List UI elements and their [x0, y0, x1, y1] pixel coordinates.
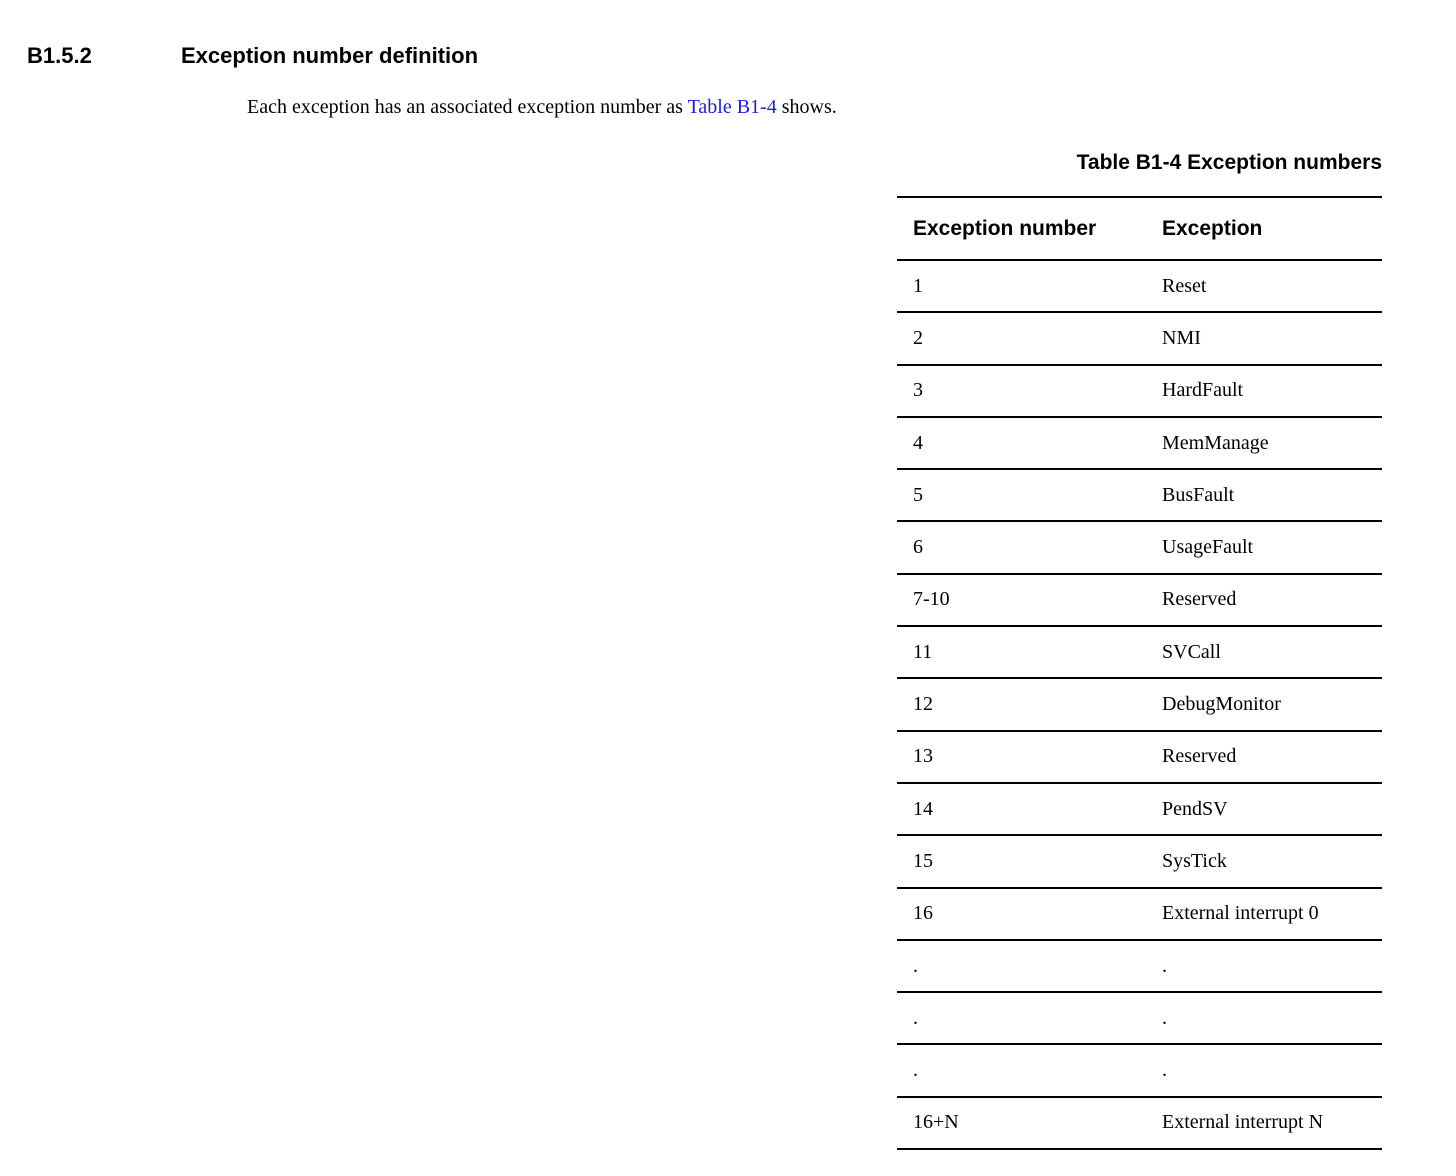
table-row: 12 DebugMonitor	[897, 679, 1382, 732]
section-heading: B1.5.2 Exception number definition	[0, 42, 1456, 70]
cell-exception: .	[1162, 954, 1167, 977]
cell-exception: BusFault	[1162, 483, 1235, 506]
intro-text-before: Each exception has an associated excepti…	[247, 96, 688, 118]
cell-exception-number: 2	[913, 326, 923, 349]
cell-exception: External interrupt N	[1162, 1111, 1324, 1134]
intro-paragraph: Each exception has an associated excepti…	[247, 94, 837, 121]
table-row: 16+N External interrupt N	[897, 1098, 1382, 1151]
cell-exception-number: 11	[913, 640, 933, 663]
cell-exception: UsageFault	[1162, 536, 1254, 559]
cell-exception-number: 5	[913, 483, 923, 506]
table-row: 6 UsageFault	[897, 522, 1382, 575]
cell-exception-number: 13	[913, 745, 933, 768]
cell-exception: Reserved	[1162, 588, 1237, 611]
table-row: 11 SVCall	[897, 627, 1382, 680]
cell-exception: Reset	[1162, 274, 1207, 297]
cell-exception: SVCall	[1162, 640, 1221, 663]
cell-exception: External interrupt 0	[1162, 902, 1319, 925]
cell-exception-number: 16	[913, 902, 933, 925]
cell-exception: .	[1162, 1059, 1167, 1082]
cell-exception-number: .	[913, 1006, 918, 1029]
table-row: 4 MemManage	[897, 418, 1382, 471]
intro-text-after: shows.	[776, 96, 837, 118]
cell-exception-number: 12	[913, 693, 933, 716]
table-row: 3 HardFault	[897, 366, 1382, 418]
cell-exception: DebugMonitor	[1162, 693, 1281, 716]
table-row: 16 External interrupt 0	[897, 889, 1382, 941]
cell-exception: NMI	[1162, 326, 1201, 349]
cell-exception-number: 15	[913, 849, 933, 872]
cell-exception-number: .	[913, 1059, 918, 1082]
section-number: B1.5.2	[27, 43, 92, 68]
table-row: . .	[897, 993, 1382, 1046]
cell-exception: PendSV	[1162, 797, 1228, 820]
cell-exception: SysTick	[1162, 849, 1227, 872]
section-title: Exception number definition	[181, 43, 479, 68]
exception-numbers-table-block: Table B1-4 Exception numbers Exception n…	[897, 150, 1382, 1151]
cell-exception-number: 3	[913, 379, 923, 402]
column-header-exception: Exception	[1162, 216, 1263, 240]
table-caption: Table B1-4 Exception numbers	[1076, 151, 1382, 174]
cell-exception-number: 4	[913, 431, 923, 454]
cell-exception-number: 7-10	[913, 588, 950, 611]
table-row: 1 Reset	[897, 261, 1382, 314]
table-row: . .	[897, 941, 1382, 994]
cell-exception-number: .	[913, 954, 918, 977]
table-row: 5 BusFault	[897, 470, 1382, 523]
cell-exception-number: 16+N	[913, 1111, 959, 1134]
cell-exception: Reserved	[1162, 745, 1237, 768]
cell-exception: MemManage	[1162, 431, 1269, 454]
table-b1-4-link[interactable]: Table B1-4	[687, 96, 777, 118]
column-header-exception-number: Exception number	[913, 216, 1097, 240]
table-row: 2 NMI	[897, 313, 1382, 366]
table-row: 15 SysTick	[897, 836, 1382, 889]
cell-exception: .	[1162, 1006, 1167, 1029]
table-header-row: Exception number Exception	[897, 198, 1382, 261]
table-row: 7-10 Reserved	[897, 575, 1382, 628]
table-row: 13 Reserved	[897, 732, 1382, 784]
table-row: . .	[897, 1045, 1382, 1098]
exception-numbers-table: Exception number Exception 1 Reset 2 NMI…	[897, 196, 1382, 1151]
table-row: 14 PendSV	[897, 784, 1382, 837]
cell-exception-number: 6	[913, 536, 923, 559]
cell-exception: HardFault	[1162, 379, 1244, 402]
cell-exception-number: 14	[913, 797, 933, 820]
cell-exception-number: 1	[913, 274, 923, 297]
